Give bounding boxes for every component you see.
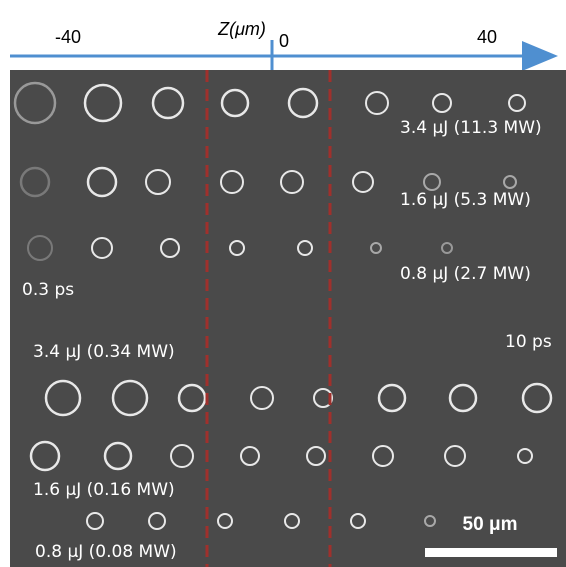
scale-bar	[425, 548, 557, 557]
scale-bar-label: 50 μm	[463, 514, 518, 535]
annotation: 10 ps	[505, 332, 552, 352]
z-tick-label: -40	[55, 27, 81, 47]
annotation: 0.8 μJ (2.7 MW)	[400, 264, 531, 284]
z-axis-title: Z(μm)	[217, 19, 266, 39]
annotation: 3.4 μJ (11.3 MW)	[400, 118, 542, 138]
annotation: 0.3 ps	[22, 280, 74, 300]
figure: -40 Z(μm) 0 40 3.4 μJ (11.3 MW) 1.6 μJ (…	[0, 0, 566, 567]
z-tick-label: 0	[279, 31, 289, 51]
annotation: 1.6 μJ (0.16 MW)	[33, 480, 175, 500]
z-tick-label: 40	[477, 27, 497, 47]
annotation: 3.4 μJ (0.34 MW)	[33, 342, 175, 362]
annotation: 1.6 μJ (5.3 MW)	[400, 190, 531, 210]
annotation: 0.8 μJ (0.08 MW)	[35, 542, 177, 562]
